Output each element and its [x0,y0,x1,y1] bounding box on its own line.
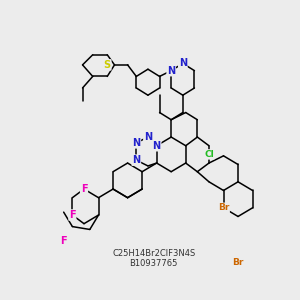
Text: Cl: Cl [204,150,214,159]
Text: N: N [179,58,187,68]
Text: F: F [81,184,87,194]
Text: F: F [60,236,67,246]
Text: N: N [132,155,140,165]
Text: F: F [69,210,76,220]
Text: N: N [153,141,161,151]
Text: C25H14Br2ClF3N4S
B10937765: C25H14Br2ClF3N4S B10937765 [112,249,195,268]
Text: N: N [144,132,152,142]
Text: N: N [167,66,175,76]
Text: S: S [104,60,111,70]
Text: Br: Br [232,258,244,267]
Text: N: N [132,138,140,148]
Text: Br: Br [218,203,229,212]
